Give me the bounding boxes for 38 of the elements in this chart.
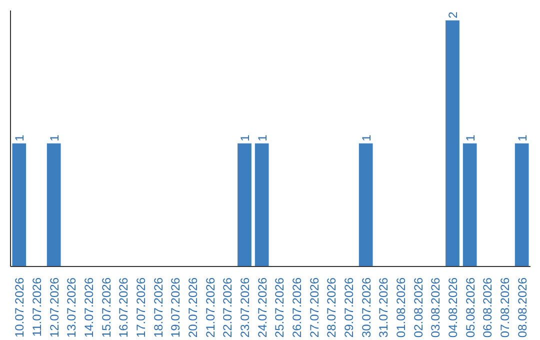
x-tick-label: 14.07.2026 (82, 277, 96, 338)
x-tick-label: 18.07.2026 (151, 277, 166, 338)
x-tick-label: 02.08.2026 (411, 277, 426, 338)
x-tick-label: 13.07.2026 (64, 277, 79, 338)
x-tick-label: 28.07.2026 (324, 277, 339, 338)
x-tick-label: 05.08.2026 (463, 277, 478, 338)
x-tick-label: 15.07.2026 (99, 277, 114, 338)
x-tick-label: 07.08.2026 (498, 277, 512, 338)
x-tick-label: 06.08.2026 (480, 277, 495, 338)
x-tick-label: 03.08.2026 (428, 277, 443, 338)
x-tick-label: 30.07.2026 (359, 277, 374, 338)
x-tick-label: 01.08.2026 (394, 277, 408, 338)
x-tick-label: 27.07.2026 (307, 277, 322, 338)
x-tick-label: 10.07.2026 (12, 277, 27, 338)
x-tick-label: 26.07.2026 (290, 277, 304, 338)
data-label: 2 (446, 11, 460, 18)
x-tick-label: 12.07.2026 (47, 277, 62, 338)
data-label: 1 (359, 134, 374, 142)
x-tick-label: 17.07.2026 (134, 277, 148, 338)
x-tick-label: 21.07.2026 (203, 277, 218, 338)
x-tick-label: 29.07.2026 (342, 277, 356, 338)
x-tick-label: 31.07.2026 (376, 277, 391, 338)
data-label: 1 (255, 134, 270, 142)
x-tick-label: 24.07.2026 (255, 277, 270, 338)
x-tick-label: 23.07.2026 (238, 277, 252, 338)
data-label: 1 (515, 134, 530, 142)
x-tick-label: 19.07.2026 (168, 277, 183, 338)
x-tick-label: 08.08.2026 (515, 277, 530, 338)
data-label: 1 (463, 134, 478, 142)
x-tick-label: 04.08.2026 (446, 277, 460, 338)
x-tick-label: 20.07.2026 (186, 277, 200, 338)
data-label: 1 (47, 134, 62, 142)
data-label: 1 (238, 134, 252, 142)
x-tick-label: 25.07.2026 (272, 277, 287, 338)
x-tick-label: 22.07.2026 (220, 277, 235, 338)
x-tick-label: 16.07.2026 (116, 277, 131, 338)
data-label: 1 (12, 134, 27, 142)
x-tick-label: 11.07.2026 (30, 277, 44, 337)
